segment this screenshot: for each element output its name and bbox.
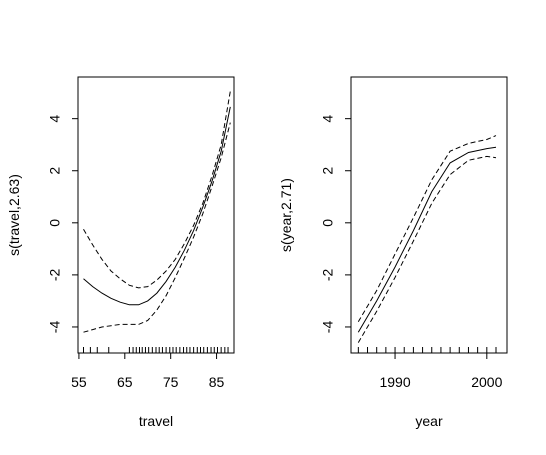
x-axis-label: travel [139,413,173,429]
rug-layer [357,347,497,353]
x-axis-label: year [415,413,443,429]
y-tick-label: 0 [47,219,63,227]
y-tick-label: -2 [47,268,63,281]
y-tick-label: -4 [320,321,336,334]
rug-layer [83,347,229,353]
series-layer [83,91,231,333]
y-axis: -4 -2 0 2 4 [320,115,351,334]
y-tick-label: 2 [320,167,336,175]
y-tick-label: -4 [47,321,63,334]
y-tick-label: 4 [320,115,336,123]
y-axis-label: s(year,2.71) [278,178,294,252]
y-tick-label: -2 [320,268,336,281]
confidence-band-line [357,135,497,323]
x-axis: 55 65 75 85 [71,353,225,390]
y-tick-label: 4 [47,115,63,123]
x-tick-label: 2000 [471,374,502,390]
travel-panel: 55 65 75 85 -4 -2 0 2 4 travel s(travel,2.63) [6,76,235,429]
plot-frame [77,76,235,354]
x-tick-label: 65 [117,374,133,390]
plot-frame [350,76,508,354]
y-axis: -4 -2 0 2 4 [47,115,78,334]
confidence-band-line [83,122,231,333]
x-tick-label: 75 [163,374,179,390]
year-panel: 1990 2000 -4 -2 0 2 4 year s(year,2.71) [278,76,508,429]
y-tick-label: 2 [47,167,63,175]
confidence-band-line [83,91,231,289]
smooth-fit-line [357,146,497,333]
series-layer [357,135,497,343]
x-axis: 1990 2000 [379,353,503,390]
smooth-fit-line [83,106,231,306]
y-tick-label: 0 [320,219,336,227]
confidence-band-line [357,155,497,343]
x-tick-label: 85 [209,374,225,390]
y-axis-label: s(travel,2.63) [6,174,22,256]
x-tick-label: 1990 [379,374,410,390]
x-tick-label: 55 [71,374,87,390]
